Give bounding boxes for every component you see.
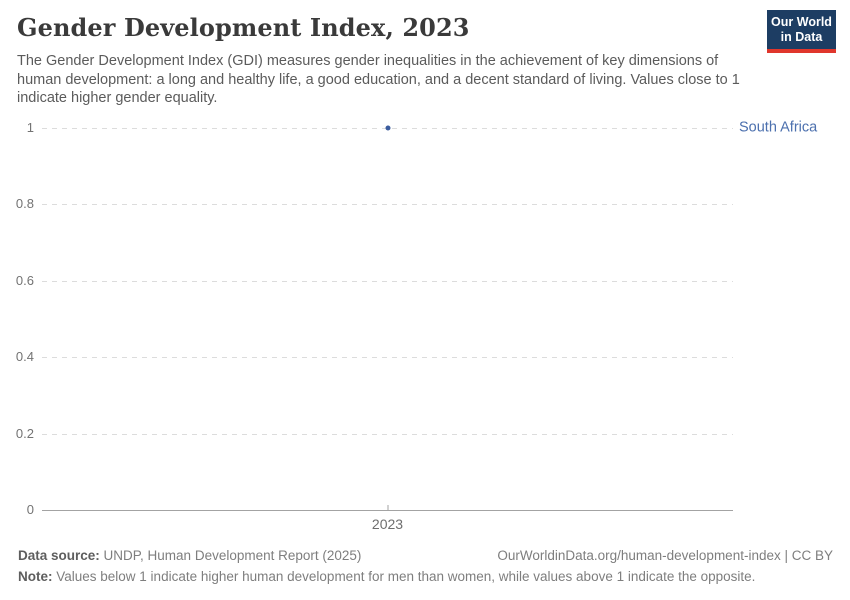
gridline-y-0.2: [42, 433, 733, 435]
footer-note-label: Note:: [18, 569, 53, 584]
data-source-text: Data source: UNDP, Human Development Rep…: [18, 548, 362, 563]
chart-subtitle: The Gender Development Index (GDI) measu…: [17, 53, 740, 106]
y-axis-tick-label-0.6: 0.6: [15, 272, 34, 288]
footer-note: Note: Values below 1 indicate higher hum…: [18, 569, 756, 584]
owid-logo-line2: in Data: [780, 30, 823, 44]
gridline-y-0.4: [42, 357, 733, 359]
data-point-south-africa[interactable]: [385, 125, 390, 131]
y-axis-tick-label-1: 1: [26, 120, 34, 136]
gridline-y-0: [42, 510, 733, 511]
plot-area: 0 0.2 0.4 0.6 0.8 1 2023 South Africa: [16, 120, 817, 532]
gridline-y-0.8: [42, 204, 733, 206]
data-source-label: Data source:: [18, 548, 100, 563]
y-axis-tick-label-0: 0: [26, 502, 34, 518]
footer-link[interactable]: OurWorldinData.org/human-development-ind…: [497, 548, 833, 563]
x-axis-tick-label: 2023: [371, 516, 404, 532]
page-title: Gender Development Index, 2023: [17, 13, 470, 42]
owid-logo-line1: Our World: [771, 15, 832, 29]
y-axis-tick-label-0.8: 0.8: [15, 196, 34, 212]
footer-row: Data source: UNDP, Human Development Rep…: [18, 548, 833, 564]
y-axis-tick-label-0.4: 0.4: [15, 349, 34, 365]
owid-logo[interactable]: Our World in Data: [767, 10, 836, 53]
y-axis-tick-label-0.2: 0.2: [15, 425, 34, 441]
x-axis-tick-mark: [387, 505, 388, 510]
gridline-y-0.6: [42, 280, 733, 282]
series-label-south-africa[interactable]: South Africa: [739, 119, 818, 136]
